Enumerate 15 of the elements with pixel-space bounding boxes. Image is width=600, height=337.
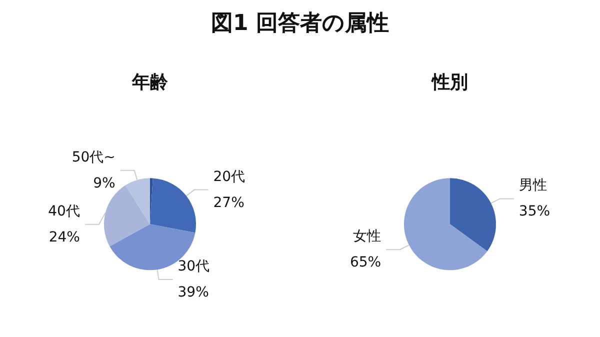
data-label: 35% [518, 204, 550, 220]
caption: 図1 回答者の属性 [210, 10, 390, 38]
slice-label: 50代~ [72, 149, 116, 166]
slice-label: 男性 [518, 178, 547, 194]
slice-label: 40代 [48, 203, 80, 220]
data-label: 9% [93, 175, 116, 192]
data-label: 27% [213, 194, 244, 211]
data-label: 24% [48, 229, 80, 246]
slice-label: 20代 [213, 168, 246, 185]
slice-label: 女性 [353, 228, 382, 245]
chart-title: 性別 [431, 72, 468, 92]
data-label: 65% [350, 254, 382, 271]
slice-label: 30代 [178, 258, 210, 274]
chart-title: 年齢 [131, 72, 169, 92]
data-label: 39% [178, 284, 209, 300]
